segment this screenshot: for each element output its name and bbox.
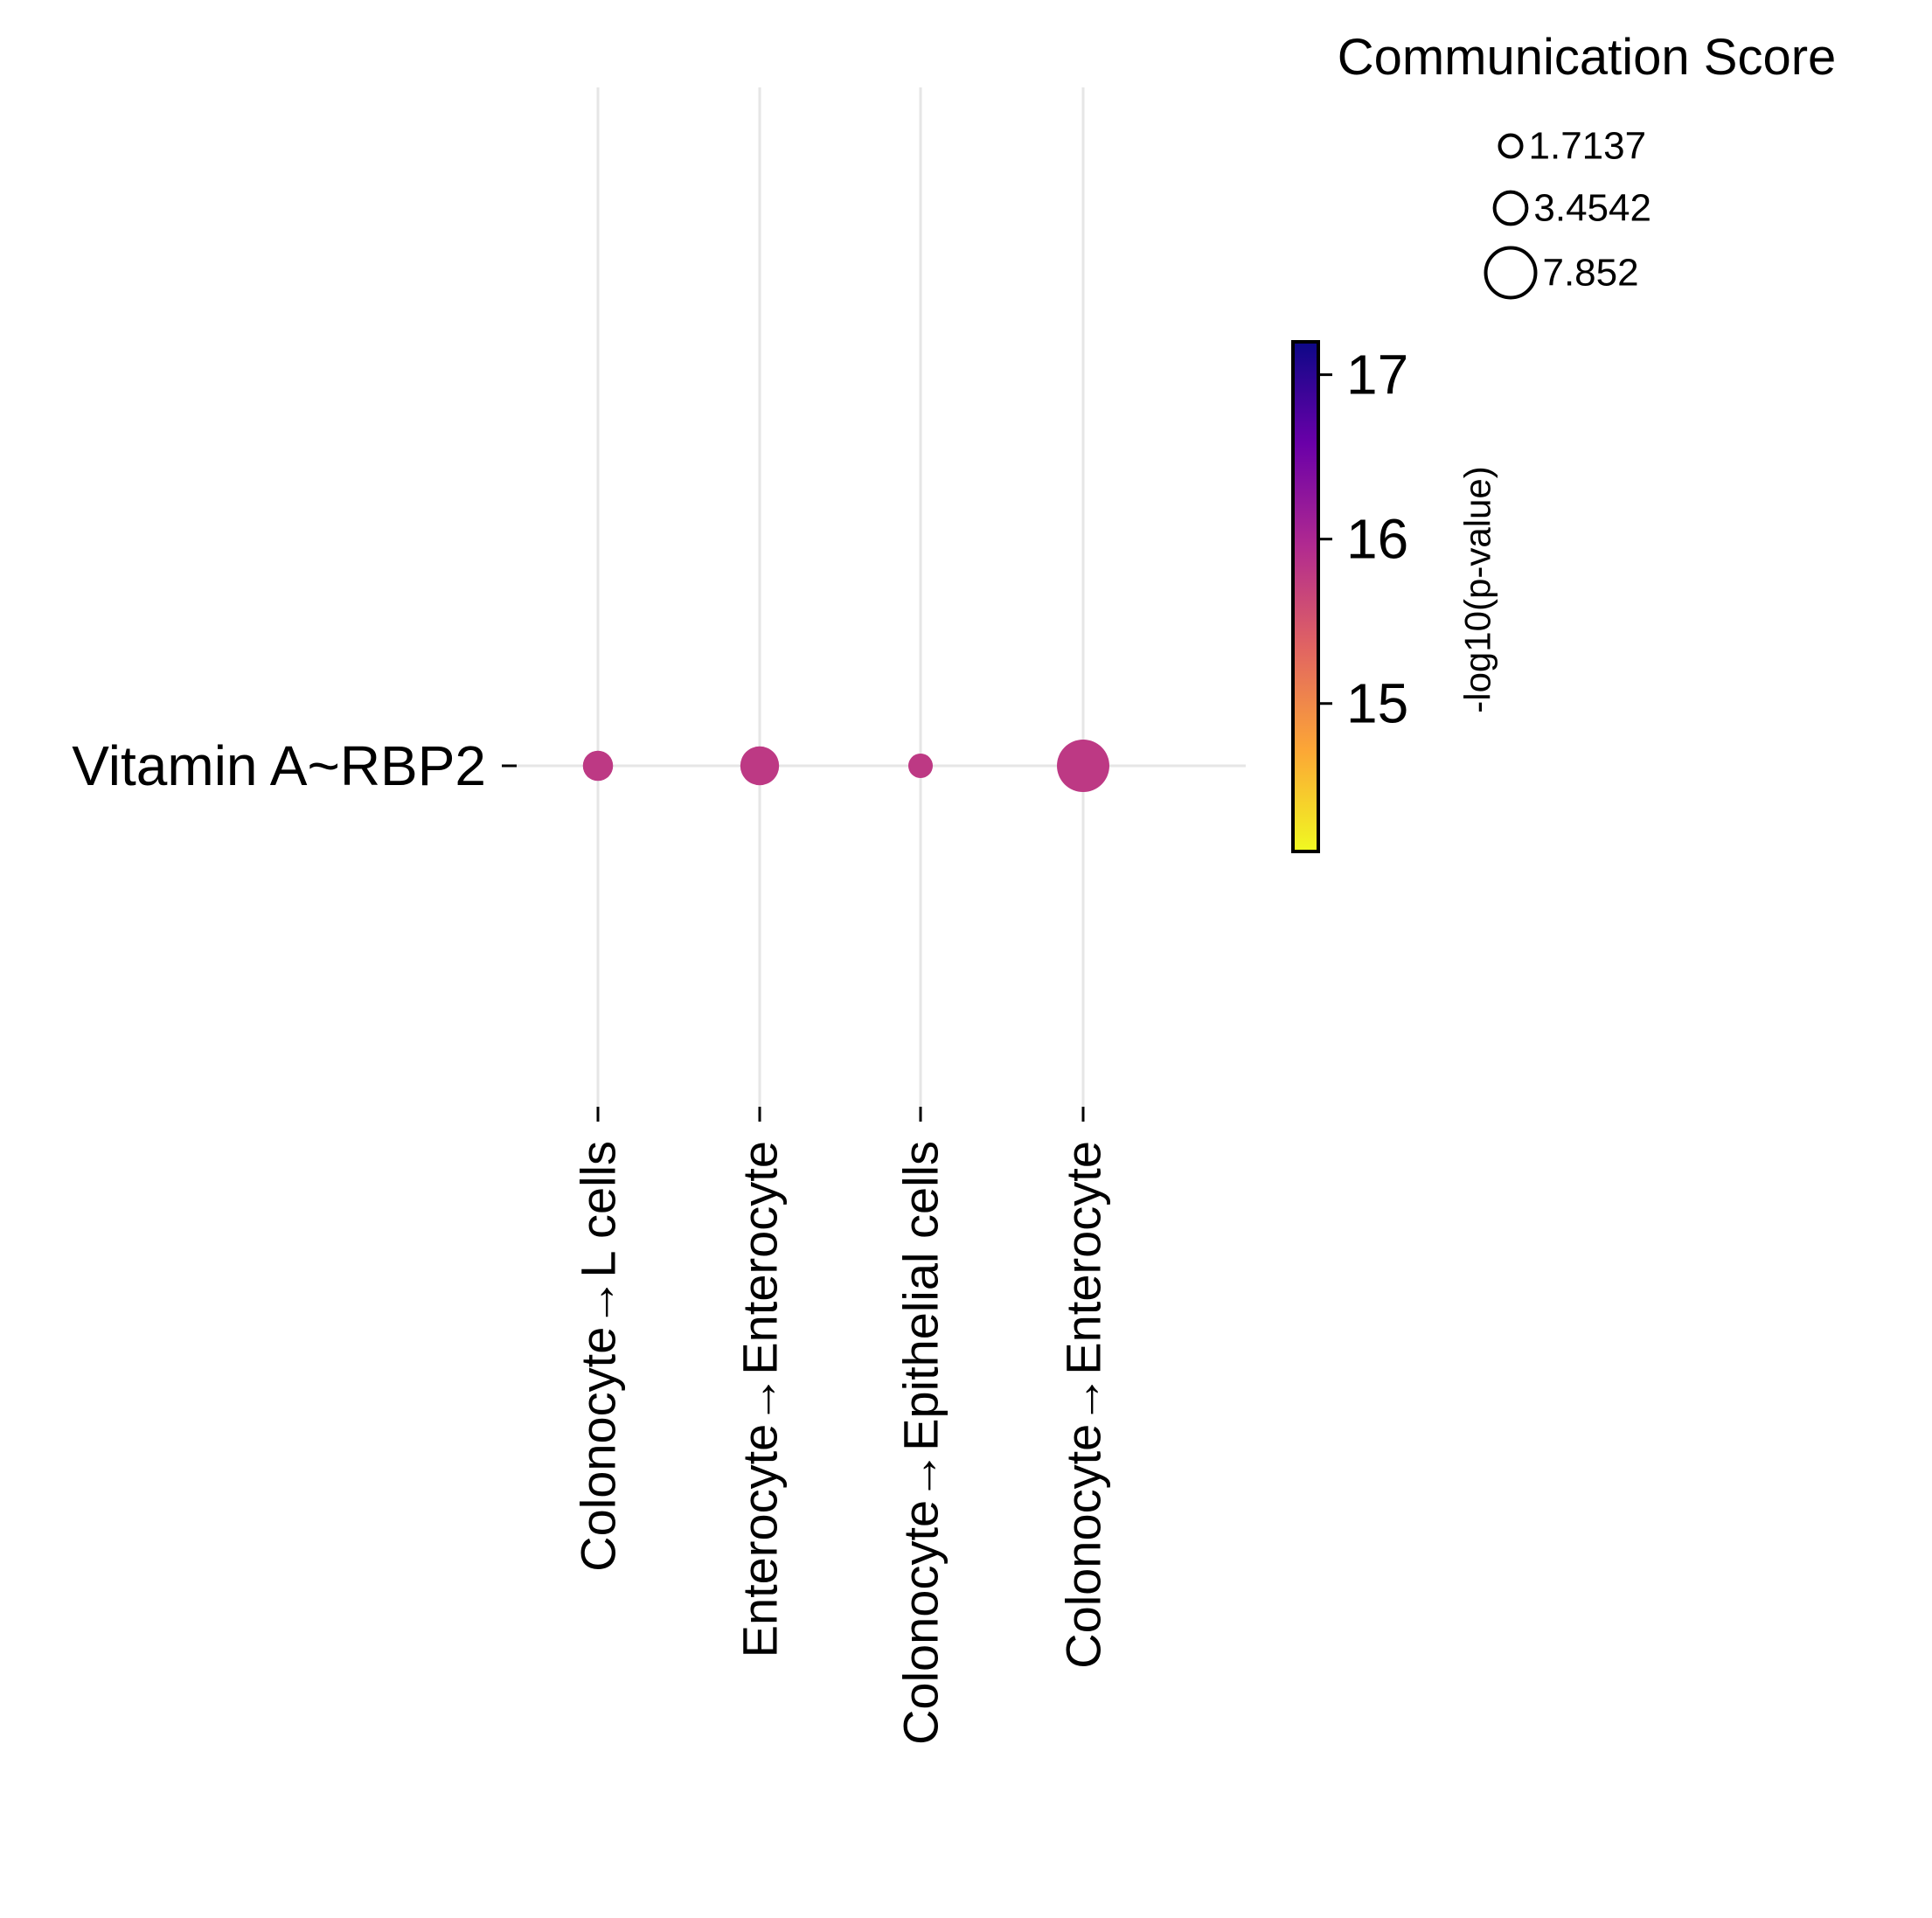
colorbar: 15 16 17 -log10(p-value) <box>1291 340 1498 853</box>
y-axis: Vitamin A~RBP2 <box>72 734 517 797</box>
size-legend-label: 3.4542 <box>1533 187 1651 230</box>
grid-layer <box>516 87 1246 1110</box>
colorbar-tick-label: 17 <box>1346 344 1408 407</box>
x-tick-label: Enterocyte→Enterocyte <box>733 1141 788 1657</box>
data-point <box>907 753 934 779</box>
x-tick-label: Colonocyte→Epithelial cells <box>893 1141 949 1745</box>
size-legend-marker <box>1492 190 1529 226</box>
data-point <box>582 750 614 782</box>
size-legend-label: 7.852 <box>1542 252 1638 295</box>
colorbar-gradient <box>1291 340 1320 853</box>
size-legend-marker <box>1484 246 1538 300</box>
data-point <box>1057 740 1109 792</box>
x-tick-label: Colonocyte→L cells <box>571 1141 626 1572</box>
size-legend-title: Communication Score <box>1338 29 1837 86</box>
data-point <box>740 746 780 786</box>
size-legend-label: 1.7137 <box>1529 125 1647 168</box>
x-axis: Colonocyte→L cells Enterocyte→Enterocyte C… <box>571 1107 1111 1745</box>
colorbar-tick-label: 15 <box>1346 672 1408 735</box>
points-layer <box>582 740 1109 792</box>
colorbar-label: -log10(p-value) <box>1457 466 1498 712</box>
size-legend: Communication Score 1.7137 3.4542 7.852 <box>1338 29 1837 300</box>
x-tick-label: Colonocyte→Enterocyte <box>1056 1141 1111 1669</box>
y-tick-label: Vitamin A~RBP2 <box>72 734 486 797</box>
size-legend-marker <box>1498 133 1524 159</box>
colorbar-tick-label: 16 <box>1346 508 1408 571</box>
